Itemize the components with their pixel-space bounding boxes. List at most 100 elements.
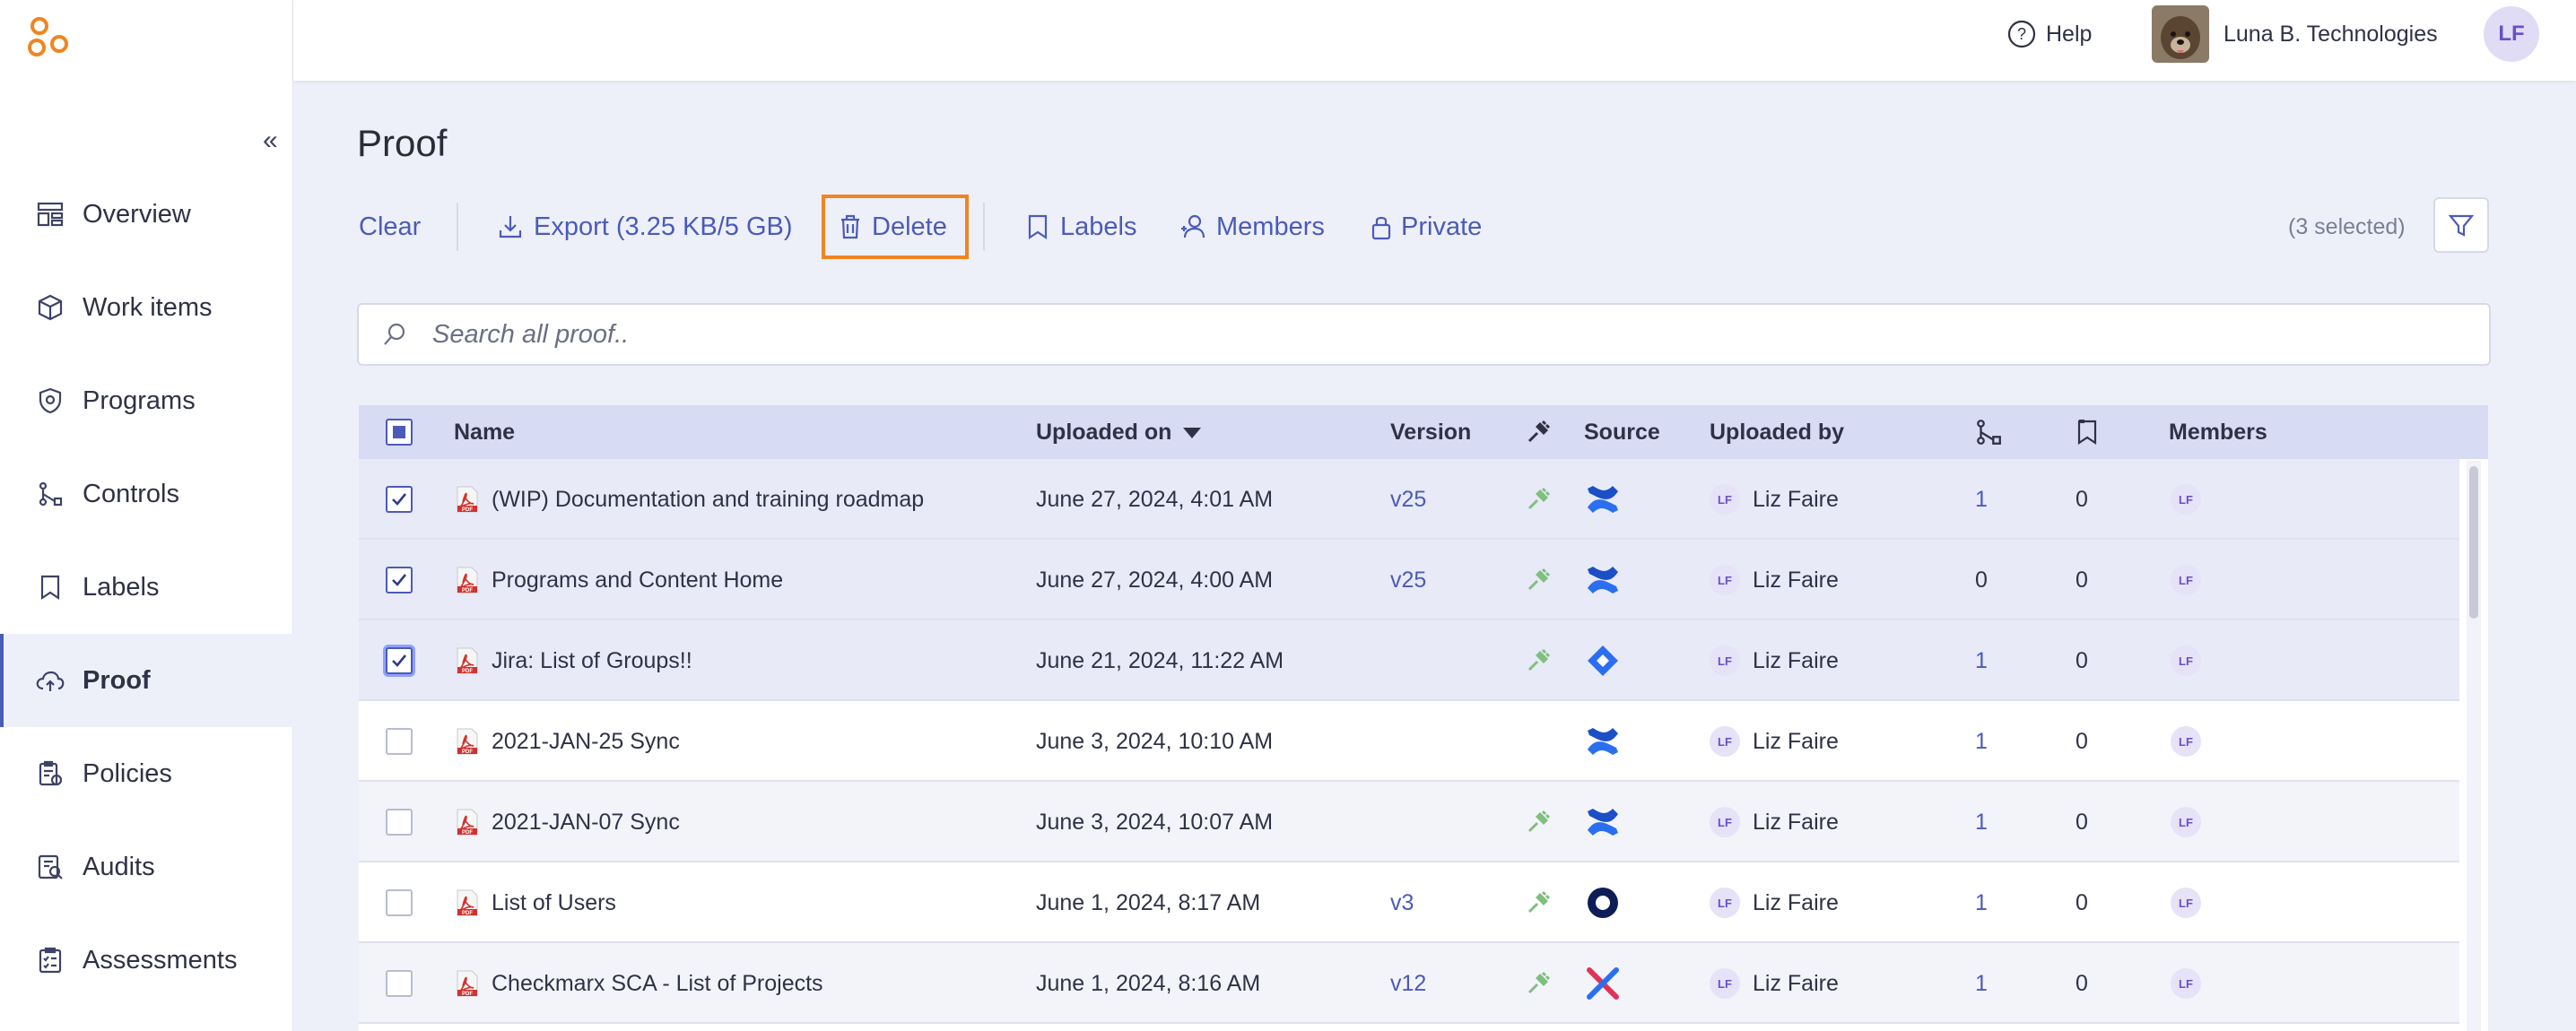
- labels-count: 0: [2076, 567, 2088, 593]
- jira-icon: [1584, 642, 1622, 680]
- version-link[interactable]: v25: [1390, 567, 1427, 593]
- selected-count: (3 selected): [2288, 213, 2406, 239]
- controls-icon: [1977, 420, 2001, 445]
- shield-icon: [34, 385, 66, 417]
- search-bar: [357, 303, 2491, 366]
- table-scrollbar[interactable]: [2467, 461, 2481, 1031]
- column-labels[interactable]: [2074, 405, 2101, 459]
- members-cell[interactable]: LF: [2171, 459, 2201, 540]
- sidebar-item-audits[interactable]: Audits: [0, 820, 293, 914]
- column-name[interactable]: Name: [454, 419, 516, 445]
- sidebar-item-label: Proof: [83, 665, 151, 695]
- column-links[interactable]: [1973, 405, 2004, 459]
- version-link[interactable]: v12: [1390, 970, 1427, 996]
- sidebar-item-label: Programs: [83, 386, 196, 415]
- members-cell[interactable]: LF: [2171, 943, 2201, 1024]
- pdf-icon: PDF: [456, 809, 492, 836]
- search-input[interactable]: [432, 319, 2406, 350]
- table-row[interactable]: PDF (WIP) Documentation and training road…: [359, 459, 2459, 540]
- uploaded-by-cell: LF Liz Faire: [1710, 782, 1839, 862]
- members-cell[interactable]: LF: [2171, 540, 2201, 620]
- name-cell[interactable]: PDF (WIP) Documentation and training road…: [456, 459, 924, 540]
- help-link[interactable]: ? Help: [2006, 16, 2092, 52]
- clear-button[interactable]: Clear: [359, 197, 421, 256]
- sidebar-item-programs[interactable]: Programs: [0, 354, 293, 447]
- sidebar-item-controls[interactable]: Controls: [0, 447, 293, 541]
- column-uploaded-by[interactable]: Uploaded by: [1710, 419, 1845, 445]
- links-count[interactable]: 1: [1975, 970, 1988, 996]
- links-count[interactable]: 1: [1975, 486, 1988, 512]
- filter-button[interactable]: [2433, 197, 2489, 253]
- links-count[interactable]: 1: [1975, 728, 1988, 754]
- links-count[interactable]: 1: [1975, 809, 1988, 835]
- table-row[interactable]: PDF Programs and Content Home June 27, 202…: [359, 540, 2459, 620]
- name-cell[interactable]: PDF Programs and Content Home: [456, 540, 783, 620]
- table-row[interactable]: PDF Jira: List of Groups!! June 21, 2024, …: [359, 620, 2459, 701]
- collapse-sidebar-button[interactable]: «: [263, 126, 278, 155]
- pdf-icon: PDF: [456, 567, 492, 593]
- scrollbar-thumb[interactable]: [2469, 466, 2478, 619]
- uploaded-on-cell: June 3, 2024, 10:07 AM: [1036, 809, 1274, 835]
- version-link[interactable]: v3: [1390, 889, 1414, 915]
- svg-text:?: ?: [2017, 25, 2026, 43]
- bulk-action-toolbar: Clear Export (3.25 KB/5 GB) Delete Label…: [357, 195, 2492, 259]
- sidebar-item-proof[interactable]: Proof: [0, 634, 293, 727]
- file-name: List of Users: [492, 889, 616, 915]
- members-cell[interactable]: LF: [2171, 620, 2201, 701]
- export-button[interactable]: Export (3.25 KB/5 GB): [496, 197, 793, 256]
- okta-icon: [1584, 884, 1622, 922]
- column-uploaded-on[interactable]: Uploaded on: [1036, 405, 1204, 459]
- members-cell[interactable]: LF: [2171, 862, 2201, 943]
- user-avatar[interactable]: LF: [2484, 6, 2539, 62]
- plug-icon: [1525, 970, 1552, 997]
- sidebar-item-work-items[interactable]: Work items: [0, 261, 293, 354]
- sidebar-item-assessments[interactable]: Assessments: [0, 914, 293, 1007]
- plugin-cell: [1525, 862, 1552, 943]
- org-name: Luna B. Technologies: [2224, 21, 2438, 47]
- table-row[interactable]: PDF 2021-JAN-25 Sync June 3, 2024, 10:10 A…: [359, 701, 2459, 782]
- confluence-icon: [1584, 481, 1622, 518]
- links-count[interactable]: 0: [1975, 567, 1988, 593]
- row-checkbox[interactable]: [386, 889, 413, 916]
- column-source[interactable]: Source: [1584, 419, 1660, 445]
- row-checkbox[interactable]: [386, 970, 413, 997]
- sidebar-item-policies[interactable]: Policies: [0, 727, 293, 820]
- row-checkbox[interactable]: [386, 728, 413, 755]
- row-checkbox[interactable]: [386, 486, 413, 513]
- confluence-icon: [1584, 803, 1622, 841]
- name-cell[interactable]: PDF Checkmarx SCA - List of Projects: [456, 943, 823, 1024]
- members-cell[interactable]: LF: [2171, 701, 2201, 782]
- sidebar-item-overview[interactable]: Overview: [0, 168, 293, 261]
- app-logo[interactable]: [27, 16, 72, 61]
- labels-count: 0: [2076, 809, 2088, 835]
- uploaded-on-cell: June 3, 2024, 10:10 AM: [1036, 728, 1274, 754]
- select-all-checkbox[interactable]: [386, 419, 413, 446]
- links-count[interactable]: 1: [1975, 889, 1988, 915]
- row-checkbox[interactable]: [386, 647, 413, 674]
- confluence-icon: [1584, 561, 1622, 599]
- column-members[interactable]: Members: [2169, 419, 2267, 445]
- sidebar-item-labels[interactable]: Labels: [0, 541, 293, 634]
- delete-button[interactable]: Delete: [822, 195, 969, 259]
- member-avatar: LF: [2171, 565, 2201, 595]
- private-button[interactable]: Private: [1371, 197, 1482, 256]
- labels-button[interactable]: Labels: [1024, 197, 1136, 256]
- name-cell[interactable]: PDF Jira: List of Groups!!: [456, 620, 692, 701]
- links-count[interactable]: 1: [1975, 647, 1988, 673]
- version-link[interactable]: v25: [1390, 486, 1427, 512]
- sidebar-item-label: Audits: [83, 852, 155, 881]
- overview-icon: [34, 198, 66, 230]
- table-row[interactable]: PDF List of Users June 1, 2024, 8:17 AM v3 L…: [359, 862, 2459, 943]
- members-button[interactable]: Members: [1179, 197, 1325, 256]
- name-cell[interactable]: PDF List of Users: [456, 862, 616, 943]
- table-row[interactable]: PDF Checkmarx SCA - List of Projects June …: [359, 943, 2459, 1024]
- members-cell[interactable]: LF: [2171, 782, 2201, 862]
- column-version[interactable]: Version: [1390, 419, 1472, 445]
- name-cell[interactable]: PDF 2021-JAN-07 Sync: [456, 782, 680, 862]
- table-row[interactable]: PDF 2021-JAN-07 Sync June 3, 2024, 10:07 A…: [359, 782, 2459, 862]
- row-checkbox[interactable]: [386, 567, 413, 593]
- row-checkbox[interactable]: [386, 809, 413, 836]
- row-checkbox-cell: [386, 459, 413, 540]
- name-cell[interactable]: PDF 2021-JAN-25 Sync: [456, 701, 680, 782]
- org-switcher[interactable]: Luna B. Technologies: [2152, 4, 2438, 64]
